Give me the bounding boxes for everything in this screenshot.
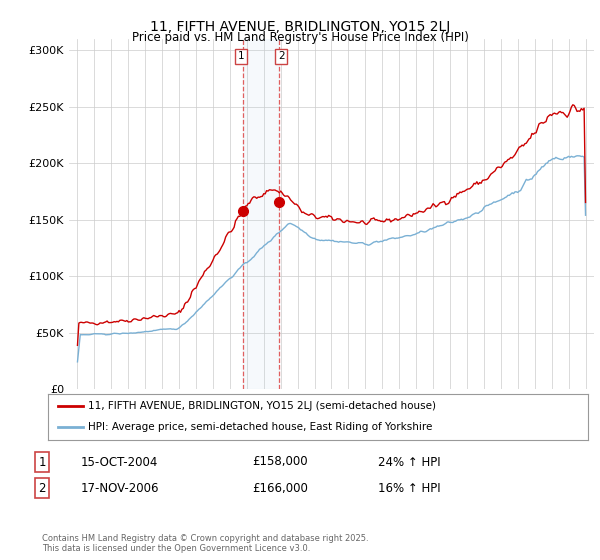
Text: 2: 2 <box>278 51 284 61</box>
Bar <box>243 39 278 389</box>
Text: 1: 1 <box>238 51 244 61</box>
Text: 11, FIFTH AVENUE, BRIDLINGTON, YO15 2LJ: 11, FIFTH AVENUE, BRIDLINGTON, YO15 2LJ <box>150 20 450 34</box>
Text: 1: 1 <box>38 455 46 469</box>
Text: 2: 2 <box>38 482 46 495</box>
Text: 17-NOV-2006: 17-NOV-2006 <box>81 482 160 495</box>
Text: £166,000: £166,000 <box>252 482 308 495</box>
Text: 11, FIFTH AVENUE, BRIDLINGTON, YO15 2LJ (semi-detached house): 11, FIFTH AVENUE, BRIDLINGTON, YO15 2LJ … <box>89 401 437 411</box>
Text: 15-OCT-2004: 15-OCT-2004 <box>81 455 158 469</box>
Text: £158,000: £158,000 <box>252 455 308 469</box>
Text: 16% ↑ HPI: 16% ↑ HPI <box>378 482 440 495</box>
Text: HPI: Average price, semi-detached house, East Riding of Yorkshire: HPI: Average price, semi-detached house,… <box>89 422 433 432</box>
Text: Contains HM Land Registry data © Crown copyright and database right 2025.
This d: Contains HM Land Registry data © Crown c… <box>42 534 368 553</box>
Text: Price paid vs. HM Land Registry's House Price Index (HPI): Price paid vs. HM Land Registry's House … <box>131 31 469 44</box>
Text: 24% ↑ HPI: 24% ↑ HPI <box>378 455 440 469</box>
